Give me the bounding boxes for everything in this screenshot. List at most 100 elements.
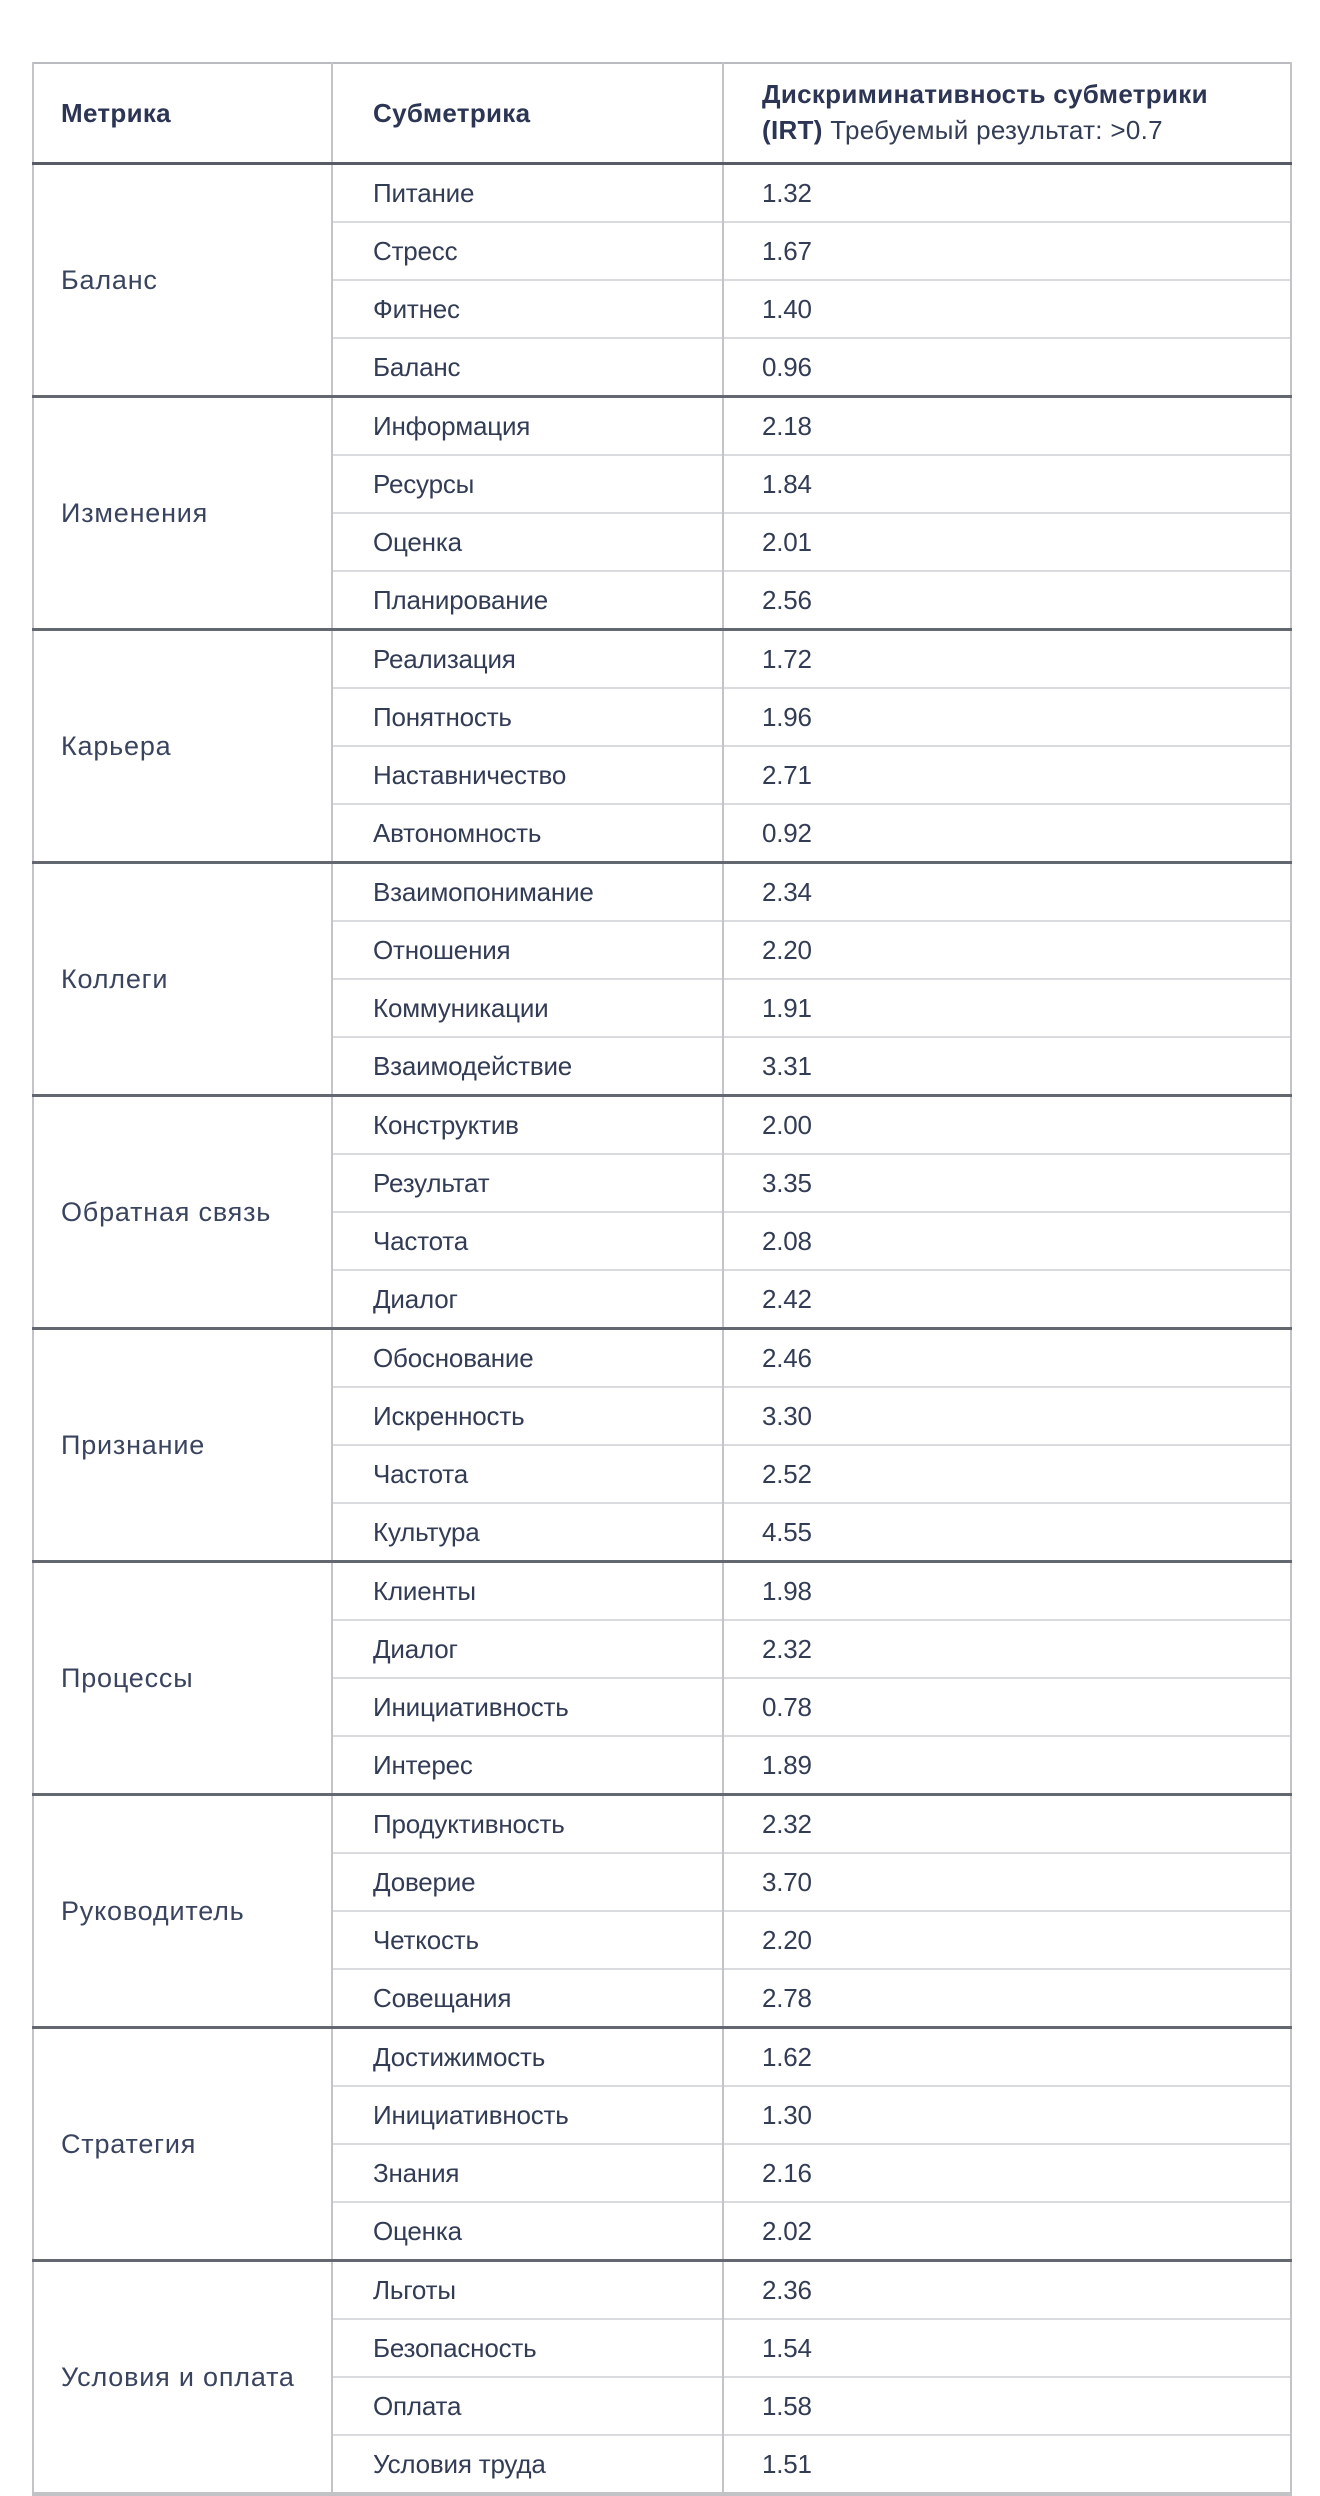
value-cell: 2.20 xyxy=(722,920,1292,979)
value-cell: 1.89 xyxy=(722,1735,1292,1795)
table-row: Результат 3.35 xyxy=(33,1153,1292,1212)
value-cell: 1.91 xyxy=(722,978,1292,1037)
submetric-cell: Диалог xyxy=(331,1269,724,1329)
submetric-cell: Коммуникации xyxy=(331,978,724,1037)
table-row: Баланс 0.96 xyxy=(33,337,1292,397)
value-cell: 2.01 xyxy=(722,512,1292,571)
value-cell: 2.36 xyxy=(722,2259,1292,2319)
submetric-cell: Культура xyxy=(331,1502,724,1562)
value-cell: 2.00 xyxy=(722,1094,1292,1154)
value-cell: 2.71 xyxy=(722,745,1292,804)
value-cell: 2.18 xyxy=(722,395,1292,455)
table-row: Изменения Информация 2.18 xyxy=(32,395,1292,630)
submetric-cell: Автономность xyxy=(331,803,724,863)
table-row: Диалог 2.42 xyxy=(33,1269,1292,1329)
value-cell: 2.78 xyxy=(722,1968,1292,2028)
submetric-cell: Инициативность xyxy=(331,1677,724,1736)
submetric-cell: Оценка xyxy=(331,512,724,571)
value-cell: 1.72 xyxy=(722,628,1292,688)
metric-group-cell: Карьера xyxy=(32,628,333,863)
submetric-cell: Конструктив xyxy=(331,1094,724,1154)
value-cell: 3.70 xyxy=(722,1852,1292,1911)
value-cell: 1.98 xyxy=(722,1560,1292,1620)
value-cell: 1.40 xyxy=(722,279,1292,338)
table-row: Знания 2.16 xyxy=(33,2143,1292,2202)
table-row: Совещания 2.78 xyxy=(33,1968,1292,2028)
value-cell: 2.08 xyxy=(722,1211,1292,1270)
submetric-cell: Диалог xyxy=(331,1619,724,1678)
submetric-cell: Клиенты xyxy=(331,1560,724,1620)
submetric-cell: Оплата xyxy=(331,2376,724,2435)
table-row: Ресурсы 1.84 xyxy=(33,454,1292,513)
value-cell: 3.35 xyxy=(722,1153,1292,1212)
value-cell: 0.78 xyxy=(722,1677,1292,1736)
submetric-cell: Ресурсы xyxy=(331,454,724,513)
submetric-cell: Частота xyxy=(331,1211,724,1270)
submetric-cell: Стресс xyxy=(331,221,724,280)
value-cell: 2.16 xyxy=(722,2143,1292,2202)
value-cell: 2.46 xyxy=(722,1327,1292,1387)
submetric-cell: Достижимость xyxy=(331,2026,724,2086)
value-cell: 2.42 xyxy=(722,1269,1292,1329)
value-cell: 1.54 xyxy=(722,2318,1292,2377)
table-row: Культура 4.55 xyxy=(33,1502,1292,1562)
table-row: Признание Обоснование 2.46 xyxy=(32,1327,1292,1562)
table-row: Диалог 2.32 xyxy=(33,1619,1292,1678)
value-cell: 1.84 xyxy=(722,454,1292,513)
submetric-cell: Обоснование xyxy=(331,1327,724,1387)
table-row: Условия труда 1.51 xyxy=(33,2434,1292,2494)
table-row: Карьера Реализация 1.72 xyxy=(32,628,1292,863)
table-row: Оценка 2.01 xyxy=(33,512,1292,571)
table-row: Фитнес 1.40 xyxy=(33,279,1292,338)
submetric-cell: Питание xyxy=(331,162,724,222)
value-cell: 1.67 xyxy=(722,221,1292,280)
table-row: Автономность 0.92 xyxy=(33,803,1292,863)
submetric-cell: Искренность xyxy=(331,1386,724,1445)
col-header-metric: Метрика xyxy=(32,63,333,165)
table-row: Отношения 2.20 xyxy=(33,920,1292,979)
submetric-cell: Понятность xyxy=(331,687,724,746)
submetric-cell: Совещания xyxy=(331,1968,724,2028)
table-row: Планирование 2.56 xyxy=(33,570,1292,630)
value-cell: 2.56 xyxy=(722,570,1292,630)
value-cell: 2.02 xyxy=(722,2201,1292,2261)
disc-header-requirement: Требуемый результат: >0.7 xyxy=(830,115,1163,145)
submetric-cell: Интерес xyxy=(331,1735,724,1795)
submetric-cell: Оценка xyxy=(331,2201,724,2261)
disc-header-title: Дискриминативность субметрики xyxy=(762,79,1208,109)
submetric-cell: Фитнес xyxy=(331,279,724,338)
metric-group-cell: Процессы xyxy=(32,1560,333,1795)
submetric-cell: Взаимодействие xyxy=(331,1036,724,1096)
table-row: Процессы Клиенты 1.98 xyxy=(32,1560,1292,1795)
submetric-cell: Знания xyxy=(331,2143,724,2202)
metric-group-cell: Стратегия xyxy=(32,2026,333,2261)
irt-metrics-table: Метрика Субметрика Дискриминативность су… xyxy=(32,62,1292,2496)
metric-group-cell: Условия и оплата xyxy=(32,2259,333,2494)
table-row: Понятность 1.96 xyxy=(33,687,1292,746)
table-row: Стратегия Достижимость 1.62 xyxy=(32,2026,1292,2261)
submetric-cell: Наставничество xyxy=(331,745,724,804)
submetric-cell: Информация xyxy=(331,395,724,455)
table-row: Частота 2.08 xyxy=(33,1211,1292,1270)
table-row: Коллеги Взаимопонимание 2.34 xyxy=(32,861,1292,1096)
value-cell: 1.58 xyxy=(722,2376,1292,2435)
value-cell: 2.34 xyxy=(722,861,1292,921)
submetric-cell: Частота xyxy=(331,1444,724,1503)
table-row: Интерес 1.89 xyxy=(33,1735,1292,1795)
table-row: Частота 2.52 xyxy=(33,1444,1292,1503)
table-row: Стресс 1.67 xyxy=(33,221,1292,280)
metric-group-cell: Руководитель xyxy=(32,1793,333,2028)
value-cell: 1.32 xyxy=(722,162,1292,222)
value-cell: 0.96 xyxy=(722,337,1292,397)
value-cell: 2.32 xyxy=(722,1619,1292,1678)
metric-group-cell: Признание xyxy=(32,1327,333,1562)
value-cell: 1.51 xyxy=(722,2434,1292,2494)
table-row: Баланс Питание 1.32 xyxy=(32,162,1292,397)
value-cell: 4.55 xyxy=(722,1502,1292,1562)
metrics-table: Метрика Субметрика Дискриминативность су… xyxy=(32,62,1292,2496)
submetric-cell: Баланс xyxy=(331,337,724,397)
table-row: Руководитель Продуктивность 2.32 xyxy=(32,1793,1292,2028)
submetric-cell: Четкость xyxy=(331,1910,724,1969)
table-row: Обратная связь Конструктив 2.00 xyxy=(32,1094,1292,1329)
value-cell: 3.31 xyxy=(722,1036,1292,1096)
